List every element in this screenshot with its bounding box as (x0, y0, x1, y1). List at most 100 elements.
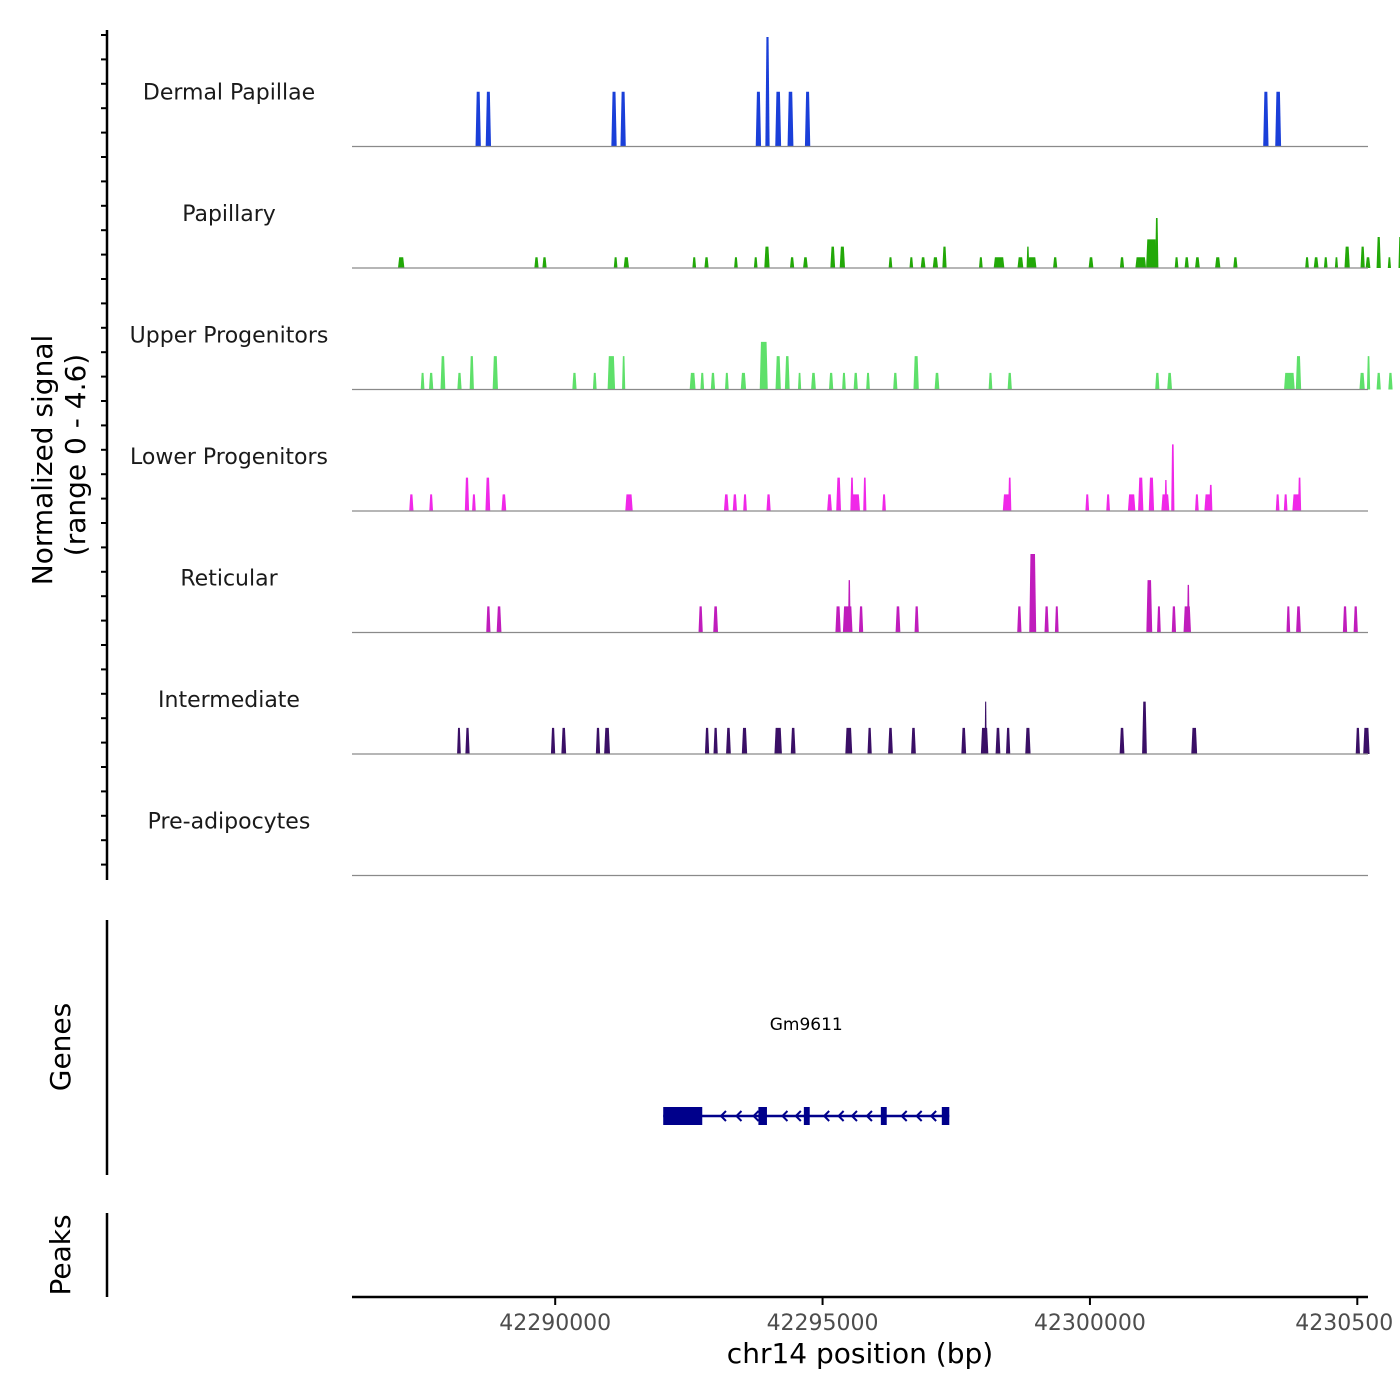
signal-peak (797, 372, 802, 390)
signal-peak (704, 727, 710, 754)
signal-peak (465, 727, 470, 754)
signal-peak (1215, 257, 1221, 268)
signal-peak (485, 477, 491, 511)
gene-name-label: Gm9611 (770, 1015, 843, 1035)
signal-peak (847, 580, 851, 633)
signal-peak (765, 37, 770, 147)
strand-arrow (865, 1110, 873, 1122)
signal-peak (1027, 257, 1037, 268)
signal-peak (1233, 257, 1238, 268)
signal-peak (713, 727, 718, 754)
signal-peak (755, 91, 762, 147)
strand-arrow (781, 1110, 789, 1122)
strand-arrow (752, 1110, 760, 1122)
signal-peak (469, 356, 474, 390)
signal-peak (1017, 606, 1022, 633)
signal-peak (1342, 606, 1348, 633)
signal-peak (572, 372, 577, 390)
signal-peak (888, 257, 893, 268)
signal-peak (1005, 727, 1011, 754)
signal-peak (496, 606, 502, 633)
signal-peak (561, 727, 567, 754)
signal-peak (420, 372, 425, 390)
signal-peak (710, 372, 716, 390)
x-axis-title: chr14 position (bp) (727, 1337, 993, 1370)
signal-peak (784, 356, 790, 390)
signal-peak (534, 257, 539, 268)
signal-peak (1366, 356, 1371, 390)
signal-peak (1359, 372, 1365, 390)
signal-peak (914, 606, 919, 633)
signal-peak (1191, 727, 1198, 754)
signal-peak (932, 257, 939, 268)
signal-peak (911, 727, 916, 754)
signal-peak (1044, 606, 1049, 633)
signal-peak (1295, 356, 1302, 390)
signal-peak (700, 372, 705, 390)
signal-peak (485, 91, 492, 147)
signal-peak (607, 356, 616, 390)
signal-peak (775, 356, 781, 390)
signal-peak (993, 257, 1005, 268)
signal-peak (724, 372, 729, 390)
signal-peak (753, 257, 758, 268)
signal-peak (1344, 246, 1350, 268)
signal-peak (1263, 91, 1269, 147)
gene-exon (663, 1107, 703, 1125)
signal-peak (842, 606, 853, 633)
track-1: Papillary (182, 202, 1400, 269)
track-0: Dermal Papillae (143, 37, 1368, 148)
signal-peak (1355, 727, 1360, 754)
signal-peak (934, 372, 940, 390)
signal-peak (858, 606, 864, 633)
signal-peak (1334, 257, 1339, 268)
signal-peak (1313, 257, 1319, 268)
track-label: Reticular (180, 567, 278, 592)
signal-peak (1025, 727, 1031, 754)
signal-peak (457, 727, 461, 754)
signal-peak (1157, 606, 1161, 633)
signal-peak (1053, 257, 1058, 268)
signal-peak (920, 257, 926, 268)
signal-peak (811, 372, 816, 390)
signal-peak (475, 91, 481, 147)
signal-peak (1138, 477, 1144, 511)
signal-peak (1017, 257, 1024, 268)
signal-peak (1275, 494, 1280, 511)
peaks-panel-label: Peaks (44, 1214, 77, 1295)
signal-peak (774, 727, 782, 754)
signal-peak (620, 91, 626, 147)
signal-peak (790, 727, 796, 754)
signal-peak (440, 356, 446, 390)
gene-exon (803, 1107, 810, 1125)
signal-peak (1388, 372, 1393, 390)
signal-peak (550, 727, 556, 754)
strand-arrow (900, 1110, 908, 1122)
signal-peak (942, 246, 947, 268)
signal-peak (1275, 91, 1282, 147)
signal-peak (713, 606, 719, 633)
signal-peak (472, 494, 476, 511)
signal-peak (409, 494, 414, 511)
signal-peak (592, 372, 597, 390)
signal-peak (789, 257, 795, 268)
signal-peak (1297, 477, 1302, 511)
signal-peak (1286, 606, 1291, 633)
signal-peak (1008, 477, 1012, 511)
signal-peak (867, 727, 872, 754)
x-tick-label: 42290000 (499, 1311, 611, 1336)
signal-peak (909, 257, 914, 268)
strand-arrow (735, 1110, 743, 1122)
signal-peak (625, 494, 633, 511)
signal-peak (1135, 257, 1147, 268)
signal-peak (830, 246, 836, 268)
track-6: Pre-adipocytes (148, 810, 1368, 877)
signal-peak (882, 494, 886, 511)
signal-peak (1119, 727, 1125, 754)
signal-peak (623, 257, 629, 268)
x-tick-label: 42295000 (767, 1311, 879, 1336)
signal-peak (1305, 257, 1309, 268)
signal-peak (689, 372, 696, 390)
gene-exon (941, 1107, 950, 1125)
signal-peak (961, 727, 967, 754)
